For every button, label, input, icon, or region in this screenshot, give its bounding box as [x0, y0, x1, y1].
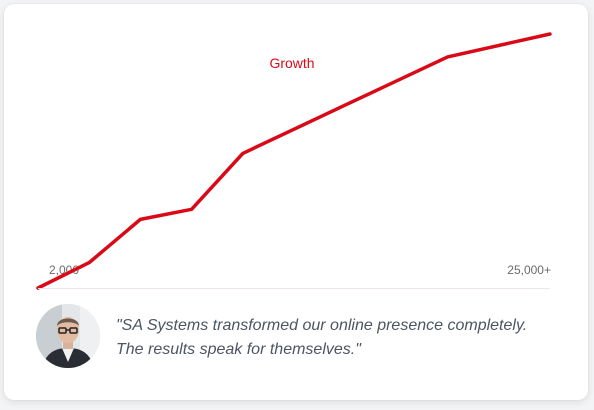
x-tick-label-end: 25,000+: [507, 263, 551, 277]
testimonial-card: Growth 2,000 25,000+ "SA Systems transfo…: [4, 4, 588, 400]
growth-chart: Growth 2,000 25,000+: [36, 32, 552, 290]
x-tick-label-start: 2,000: [49, 263, 79, 277]
testimonial-quote: "SA Systems transformed our online prese…: [116, 317, 528, 358]
growth-series-line: [36, 32, 552, 290]
series-layer: [36, 32, 552, 290]
avatar: [36, 304, 100, 368]
divider: [38, 288, 550, 289]
chart-title: Growth: [269, 55, 314, 71]
person-avatar-icon: [36, 304, 100, 368]
testimonial: "SA Systems transformed our online prese…: [36, 304, 556, 374]
